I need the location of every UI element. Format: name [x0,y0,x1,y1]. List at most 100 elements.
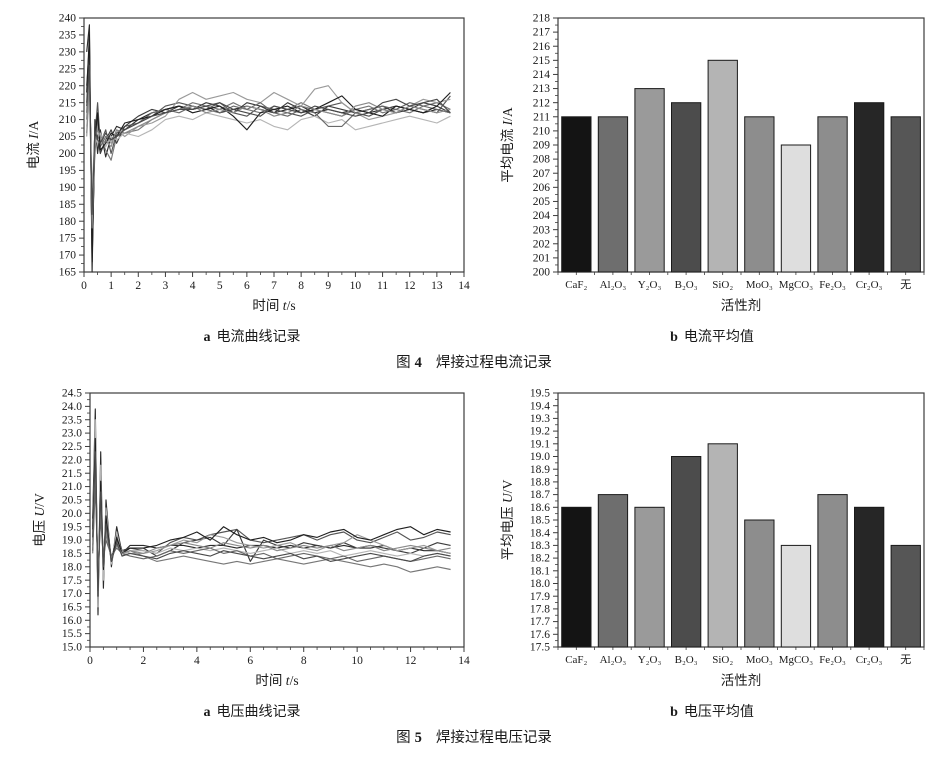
figure-4-caption: 图 4 焊接过程电流记录 [18,354,930,372]
svg-text:170: 170 [59,250,77,262]
svg-text:7: 7 [271,280,277,292]
svg-text:200: 200 [533,267,551,279]
figure-4: 165 170 175 180 185 190 195 200 205 210 215 220 225 2… [18,6,937,372]
svg-text:15.0: 15.0 [62,642,82,654]
subcaption-text: 电流平均值 [683,330,754,345]
svg-text:211: 211 [533,111,550,123]
svg-text:210: 210 [59,114,77,126]
svg-text:22.5: 22.5 [62,441,82,453]
svg-text:210: 210 [533,125,551,137]
subcaption-text: 电流曲线记录 [216,330,301,345]
svg-text:175: 175 [59,233,77,245]
line-series-4 [86,51,451,239]
y-axis: 15.0 15.516.0 16.517.017.5 18.018.519.0 19.5… [62,388,90,654]
svg-text:Fe₂O₃: Fe₂O₃ [819,654,846,666]
svg-text:4: 4 [194,655,200,667]
svg-text:201: 201 [533,252,551,264]
bar-2 [597,116,629,273]
svg-text:220: 220 [59,80,77,92]
svg-text:6: 6 [244,280,250,292]
bar-5 [707,443,738,648]
figure-number: 5 [414,730,422,746]
bar-10 [890,544,921,648]
voltage-average-chart: 17.517.617.717.817.918.018.118.218.318.4… [500,388,925,688]
svg-text:CaF₂: CaF₂ [565,654,587,666]
subcaption-text: 电压平均值 [683,705,754,720]
svg-text:203: 203 [533,224,551,236]
svg-text:21.0: 21.0 [62,481,82,493]
svg-text:24.0: 24.0 [62,401,82,413]
figure-title: 焊接过程电压记录 [435,730,552,746]
svg-text:12: 12 [404,280,416,292]
y-axis: 200 201 202 203 204 205 206 207 208 209 210 211 212 2… [533,13,558,279]
svg-text:18.3: 18.3 [530,540,550,552]
svg-text:206: 206 [533,182,551,194]
svg-text:Y₂O₃: Y₂O₃ [638,279,662,291]
svg-text:3: 3 [163,280,169,292]
svg-text:9: 9 [325,280,331,292]
line-series-10 [92,451,451,597]
svg-text:15.5: 15.5 [62,628,82,640]
x-axis: CaF₂ Al₂O₃ Y₂O₃ B₂O₃ SiO₂ MoO₃ MgCO₃ Fe₂O₃ Cr₂O₃… [557,272,925,291]
bar-group [561,59,921,273]
bar-7 [780,544,812,648]
svg-text:23.5: 23.5 [62,414,82,426]
bar-9 [854,506,885,648]
svg-text:16.0: 16.0 [62,615,82,627]
current-curves-cell: 165 170 175 180 185 190 195 200 205 210 215 220 225 2… [18,6,486,347]
svg-text:23.0: 23.0 [62,428,82,440]
line-series-1 [92,408,451,616]
svg-text:Al₂O₃: Al₂O₃ [600,654,627,666]
svg-text:SiO₂: SiO₂ [712,279,733,291]
svg-text:1: 1 [108,280,114,292]
svg-text:216: 216 [533,41,551,53]
line-series-10 [86,64,451,215]
plot-border [83,17,465,273]
svg-text:SiO₂: SiO₂ [712,654,733,666]
svg-text:14: 14 [458,280,470,292]
current-average-chart: 200 201 202 203 204 205 206 207 208 209 210 211 212 2… [500,13,925,313]
line-series-9 [92,464,451,579]
bar-2 [597,494,629,648]
figure-title: 焊接过程电流记录 [435,355,552,371]
svg-text:20.0: 20.0 [62,508,82,520]
svg-text:180: 180 [59,216,77,228]
svg-text:Al₂O₃: Al₂O₃ [600,279,627,291]
svg-text:18.5: 18.5 [530,515,550,527]
svg-text:Cr₂O₃: Cr₂O₃ [856,279,883,291]
svg-text:225: 225 [59,63,77,75]
bar-7 [780,144,812,273]
bar-9 [854,102,885,273]
svg-text:18.2: 18.2 [530,553,550,565]
svg-text:4: 4 [190,280,196,292]
svg-text:10: 10 [350,280,362,292]
svg-text:11: 11 [377,280,388,292]
svg-text:12: 12 [405,655,417,667]
svg-text:B₂O₃: B₂O₃ [675,279,698,291]
x-axis: 0 1 2 3 4 5 6 7 8 9 10 11 12 13 14 [81,272,470,292]
voltage-average-cell: 17.5 17.6 17.7 17.8 17.9 18.0 18.1 18.2 18.3 18.4… [488,381,936,722]
bar-4 [671,456,702,648]
subcaption-prefix: a [203,330,211,345]
svg-text:218: 218 [533,13,551,25]
line-series-2 [86,44,451,256]
svg-text:Y₂O₃: Y₂O₃ [638,654,662,666]
line-series-1 [86,24,451,273]
x-axis-label: 活性剂 [721,298,762,313]
svg-text:18.6: 18.6 [530,502,550,514]
current-curves-chart: 1651701751801851901952002052102152202252… [26,13,470,313]
svg-text:5: 5 [217,280,223,292]
svg-text:205: 205 [59,131,77,143]
svg-text:18.5: 18.5 [62,548,82,560]
svg-text:209: 209 [533,140,551,152]
svg-text:165: 165 [59,267,77,279]
line-series-group [92,408,451,616]
y-axis: 17.517.617.717.817.918.018.118.218.318.4… [530,388,558,654]
svg-text:MgCO₃: MgCO₃ [779,654,814,666]
svg-text:Cr₂O₃: Cr₂O₃ [856,654,883,666]
svg-text:204: 204 [533,210,551,222]
figure-5: 15.0 15.5 16.0 16.5 17.0 17.5 18.0 18.5 19.0 19.5… [18,381,937,747]
svg-text:17.5: 17.5 [530,642,550,654]
bar-10 [890,116,921,273]
svg-text:208: 208 [533,154,551,166]
